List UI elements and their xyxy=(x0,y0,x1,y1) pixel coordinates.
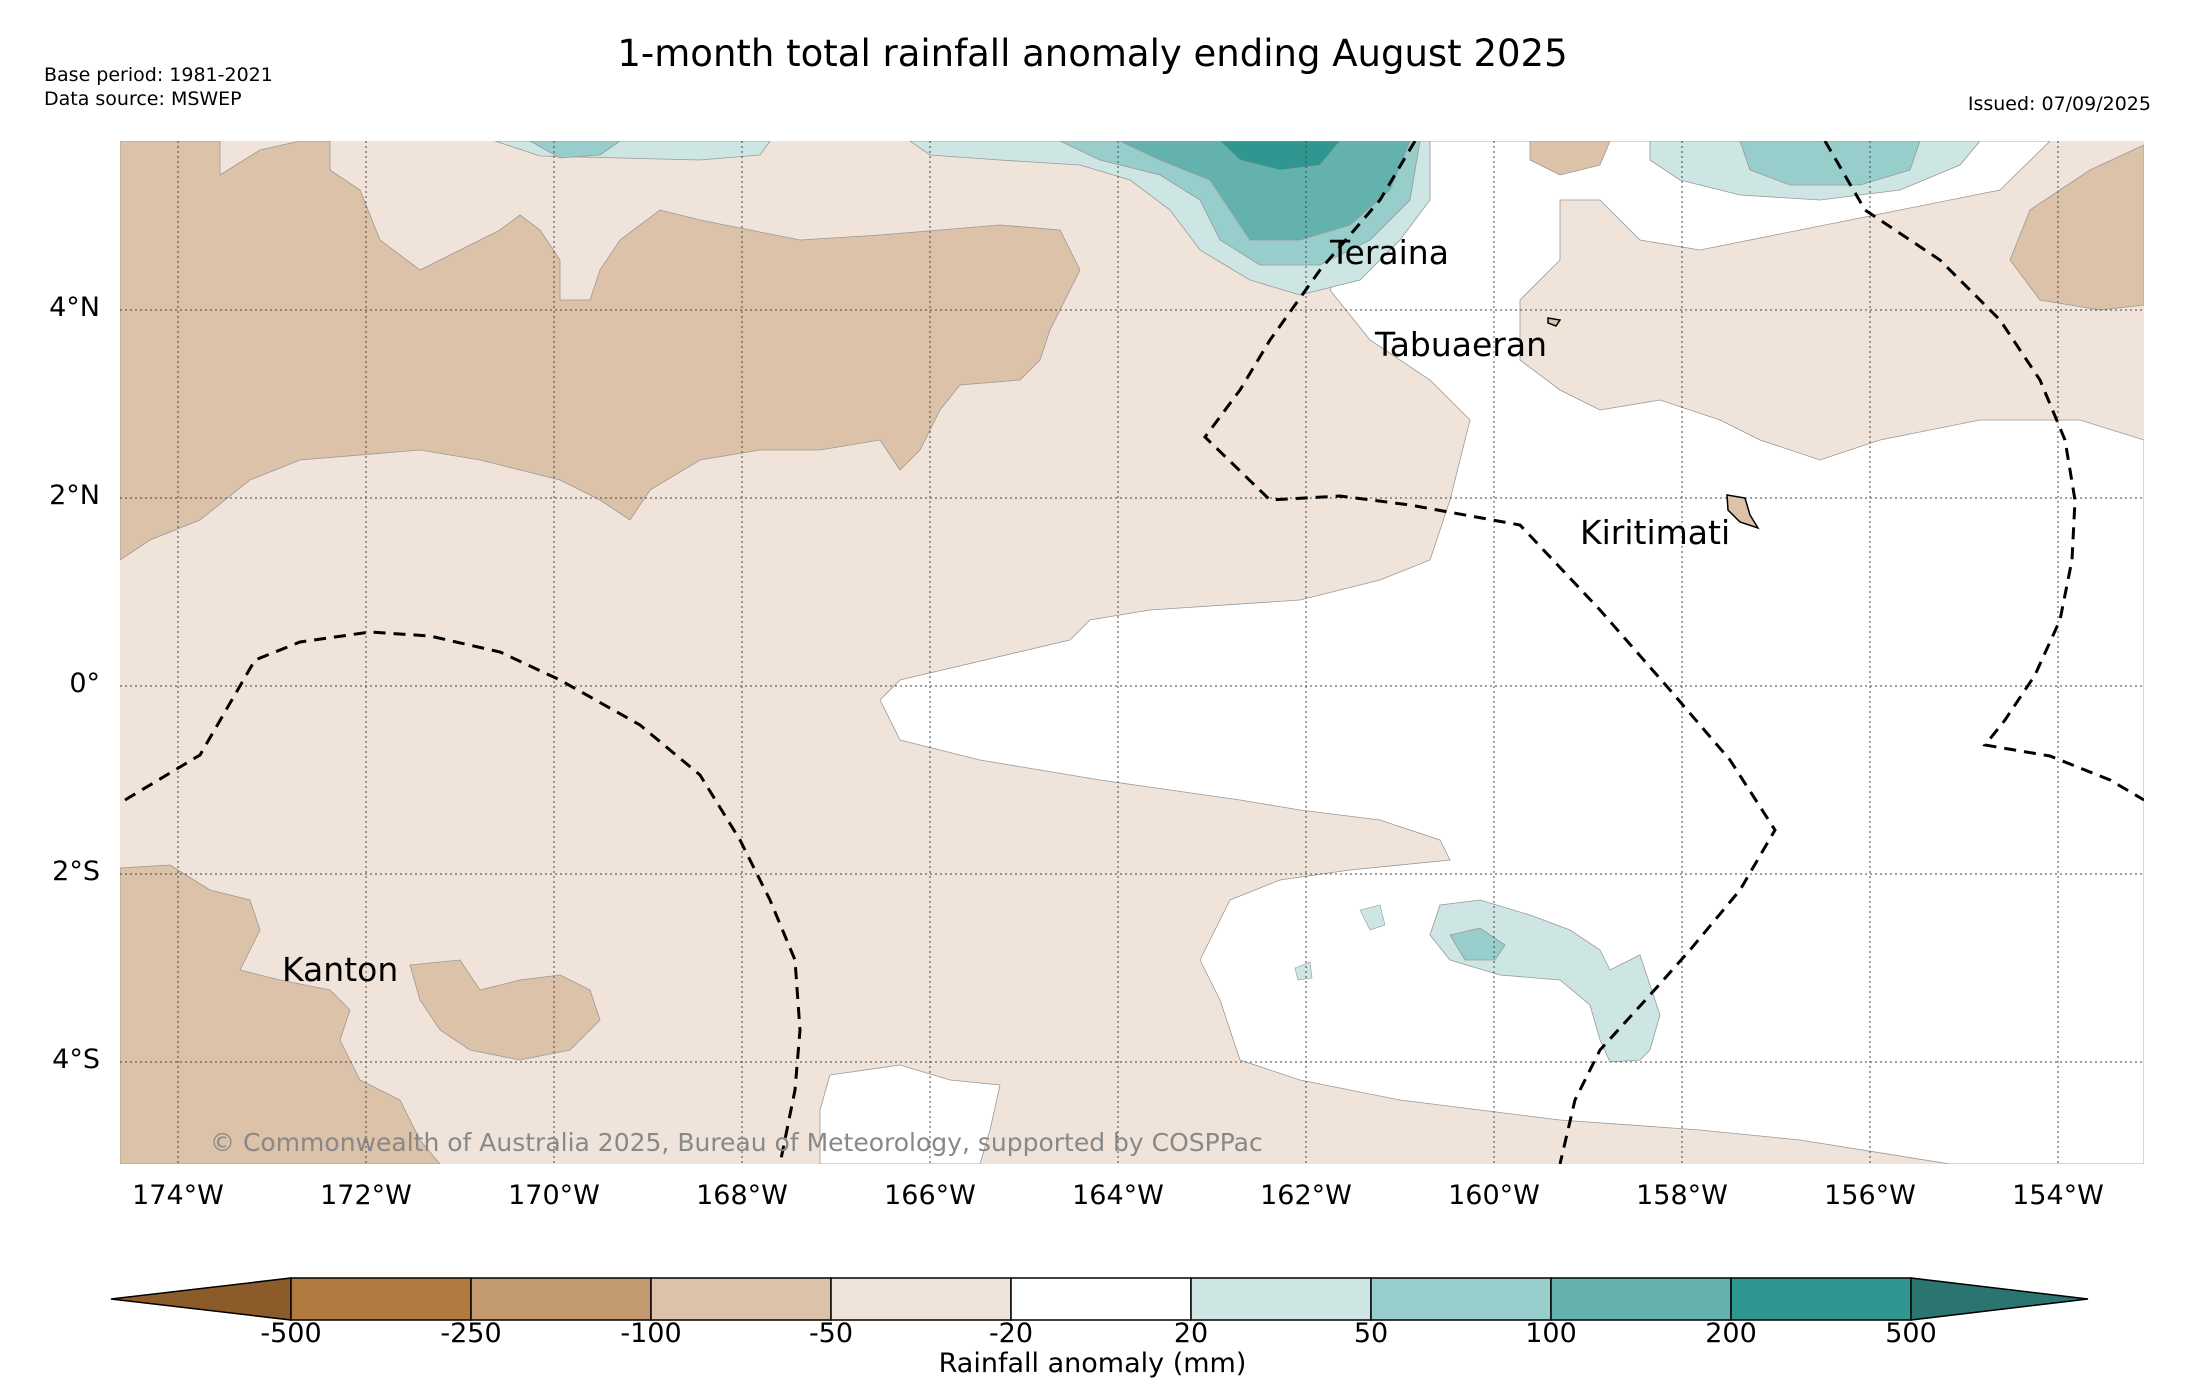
colorbar-tick: 200 xyxy=(1705,1318,1757,1349)
place-label-kiritimati: Kiritimati xyxy=(1580,513,1731,552)
map-title: 1-month total rainfall anomaly ending Au… xyxy=(617,32,1568,75)
colorbar-extend-high xyxy=(1910,1277,2089,1321)
colorbar-bin xyxy=(830,1277,1012,1321)
lon-label: 162°W xyxy=(1260,1180,1352,1211)
islands xyxy=(1547,317,1760,530)
lat-label: 2°S xyxy=(52,856,100,887)
lon-label: 166°W xyxy=(884,1180,976,1211)
colorbar-title: Rainfall anomaly (mm) xyxy=(938,1348,1247,1379)
colorbar-bin xyxy=(1550,1277,1732,1321)
issued-date: Issued: 07/09/2025 xyxy=(1967,93,2151,115)
dry-region-southwest xyxy=(120,864,441,1164)
colorbar-tick: 50 xyxy=(1353,1318,1389,1349)
colorbar-tick: -50 xyxy=(808,1318,854,1349)
colorbar-bin xyxy=(1010,1277,1192,1321)
lon-label: 164°W xyxy=(1072,1180,1164,1211)
dry-patch-north xyxy=(1529,141,1611,176)
colorbar-tick: -20 xyxy=(988,1318,1034,1349)
colorbar-bin xyxy=(470,1277,652,1321)
colorbar-bin xyxy=(1190,1277,1372,1321)
wet-patch-south-small xyxy=(1359,904,1386,931)
eez-kanton xyxy=(124,630,802,1164)
colorbar-tick: -500 xyxy=(260,1318,322,1349)
place-label-tabuaeran: Tabuaeran xyxy=(1375,325,1548,364)
eez-line-islands xyxy=(1203,141,1777,1164)
anomaly-field xyxy=(120,141,2144,1164)
colorbar-tick: 500 xyxy=(1885,1318,1937,1349)
dry-patch-northeast xyxy=(2009,144,2144,311)
colorbar-tick: 20 xyxy=(1173,1318,1209,1349)
colorbar-tick: 100 xyxy=(1525,1318,1577,1349)
lon-label: 158°W xyxy=(1636,1180,1728,1211)
place-label-kanton: Kanton xyxy=(282,950,399,989)
wet-patch-south-tiny xyxy=(1294,961,1313,981)
wet-mid-south xyxy=(1449,927,1506,961)
colorbar-bin xyxy=(1730,1277,1912,1321)
lon-label: 168°W xyxy=(696,1180,788,1211)
lon-label: 154°W xyxy=(2012,1180,2104,1211)
colorbar-tick: -100 xyxy=(620,1318,682,1349)
lat-label: 2°N xyxy=(49,480,100,511)
eez-east xyxy=(1823,141,2144,802)
colorbar-bin xyxy=(290,1277,472,1321)
colorbar-extend-low xyxy=(110,1277,292,1321)
lat-label: 4°N xyxy=(49,292,100,323)
tabuaeran-island xyxy=(1547,317,1562,327)
lon-label: 160°W xyxy=(1448,1180,1540,1211)
place-label-teraina: Teraina xyxy=(1330,233,1449,272)
wet-patch-northwest-mid xyxy=(529,141,621,159)
lon-label: 172°W xyxy=(320,1180,412,1211)
base-period: Base period: 1981-2021 xyxy=(44,64,273,86)
near-normal-patch xyxy=(819,1064,1001,1164)
colorbar-bin xyxy=(1370,1277,1552,1321)
meta-info: Base period: 1981-2021 Data source: MSWE… xyxy=(44,63,273,111)
kiritimati-island xyxy=(1726,494,1760,530)
colorbar xyxy=(110,1277,2089,1321)
wet-very-north xyxy=(1219,141,1341,171)
lon-label: 174°W xyxy=(132,1180,224,1211)
wet-mid-northeast xyxy=(1739,141,1921,186)
dry-patch-south xyxy=(409,959,601,1061)
data-source: Data source: MSWEP xyxy=(44,88,242,110)
lon-label: 170°W xyxy=(508,1180,600,1211)
colorbar-tick: -250 xyxy=(440,1318,502,1349)
near-normal-region xyxy=(879,141,2144,1164)
lat-label: 4°S xyxy=(52,1044,100,1075)
gridlines xyxy=(120,141,2144,1164)
colorbar-bin xyxy=(650,1277,832,1321)
copyright-notice: © Commonwealth of Australia 2025, Bureau… xyxy=(210,1128,1263,1157)
dry-region-northwest xyxy=(120,141,1081,561)
lat-label: 0° xyxy=(69,668,100,699)
lon-label: 156°W xyxy=(1824,1180,1916,1211)
eez-boundaries xyxy=(124,141,2144,1164)
